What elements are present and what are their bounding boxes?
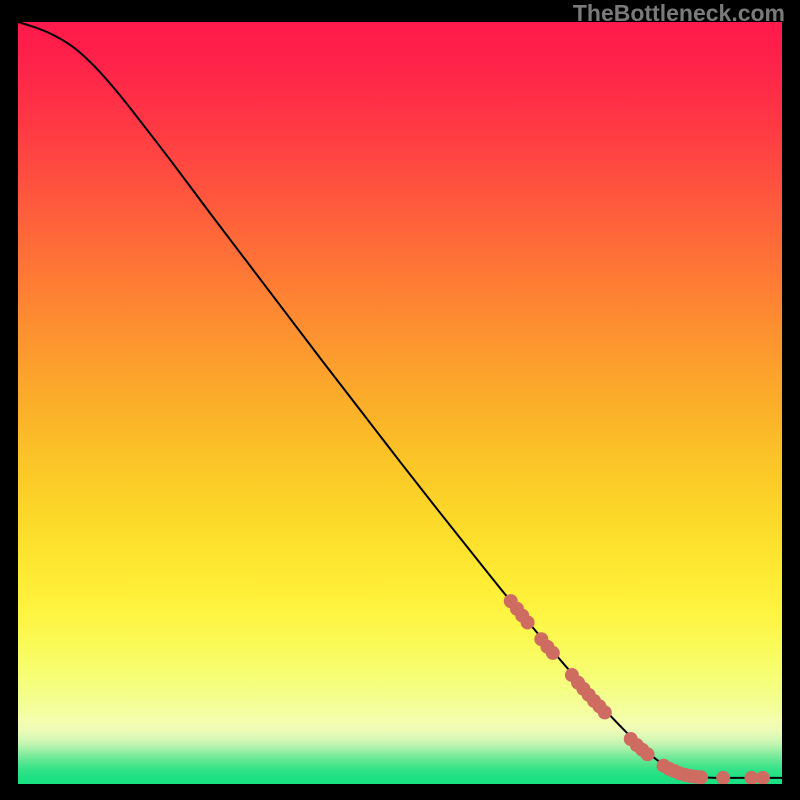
data-marker	[598, 705, 612, 719]
watermark-text: TheBottleneck.com	[573, 0, 785, 27]
chart-stage: TheBottleneck.com	[0, 0, 800, 800]
data-marker	[694, 770, 708, 784]
data-marker	[521, 615, 535, 629]
plot-svg	[18, 22, 782, 784]
gradient-background	[18, 22, 782, 784]
data-marker	[641, 747, 655, 761]
data-marker	[546, 646, 560, 660]
plot-area	[18, 22, 782, 784]
